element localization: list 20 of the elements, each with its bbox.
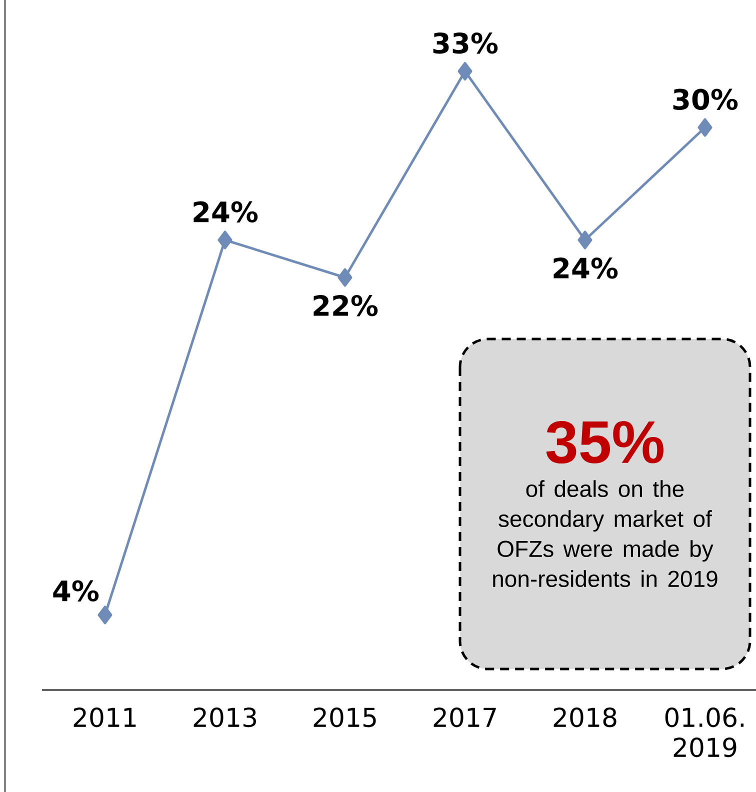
point: [698, 118, 712, 137]
data-label: 22%: [314, 295, 378, 316]
annotation: of deals on the secondary market of OFZs were made by non-residents in 2019: [493, 480, 718, 588]
point: [338, 268, 352, 287]
data-label: 33%: [433, 32, 498, 54]
x-tick-label: 2013: [194, 708, 256, 728]
point: [578, 230, 592, 250]
point: [98, 606, 112, 624]
data-label: 24%: [554, 258, 618, 279]
annotation: 35%: [546, 420, 664, 464]
x-tick-label: 2017: [434, 708, 496, 728]
x-tick-label: 2018: [554, 708, 616, 728]
x-tick-label: 01.06. 2019: [665, 708, 744, 758]
data-label: 30%: [673, 88, 738, 110]
x-tick-label: 2011: [74, 708, 136, 728]
data-label: 4%: [53, 580, 99, 602]
data-label: 24%: [194, 201, 258, 222]
point: [218, 230, 232, 250]
x-tick-label: 2015: [314, 708, 376, 728]
point: [458, 62, 472, 80]
